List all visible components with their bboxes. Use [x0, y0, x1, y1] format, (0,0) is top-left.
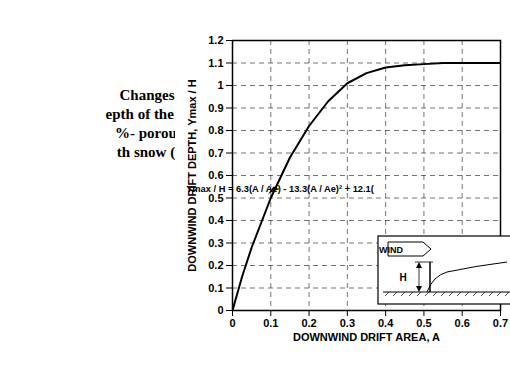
- svg-text:0.1: 0.1: [208, 282, 223, 294]
- svg-text:Ymax / H = 6.3(A / Ae) - 13.3(: Ymax / H = 6.3(A / Ae) - 13.3(A / Ae)² +…: [186, 184, 375, 194]
- svg-text:1: 1: [217, 79, 223, 91]
- svg-text:0.3: 0.3: [208, 237, 223, 249]
- svg-text:0.5: 0.5: [416, 317, 431, 329]
- svg-text:0.7: 0.7: [493, 317, 508, 329]
- svg-text:H: H: [399, 272, 406, 283]
- svg-text:0.4: 0.4: [208, 214, 224, 226]
- svg-text:0.2: 0.2: [208, 259, 223, 271]
- svg-text:0.6: 0.6: [208, 169, 223, 181]
- svg-text:0.3: 0.3: [340, 317, 355, 329]
- svg-text:0.2: 0.2: [301, 317, 316, 329]
- svg-text:0.9: 0.9: [208, 102, 223, 114]
- svg-text:WIND: WIND: [379, 245, 403, 255]
- svg-text:0.6: 0.6: [455, 317, 470, 329]
- svg-text:1.2: 1.2: [208, 34, 223, 46]
- svg-text:DOWNWIND DRIFT AREA, A: DOWNWIND DRIFT AREA, A: [293, 331, 440, 343]
- svg-text:1.1: 1.1: [208, 57, 223, 69]
- svg-text:0.4: 0.4: [378, 317, 394, 329]
- svg-text:0.1: 0.1: [263, 317, 278, 329]
- svg-text:0.7: 0.7: [208, 147, 223, 159]
- svg-text:0: 0: [229, 317, 235, 329]
- svg-text:DOWNWIND DRIFT DEPTH, Ymax / H: DOWNWIND DRIFT DEPTH, Ymax / H: [186, 79, 198, 271]
- svg-text:0.8: 0.8: [208, 124, 223, 136]
- svg-text:0: 0: [217, 304, 223, 316]
